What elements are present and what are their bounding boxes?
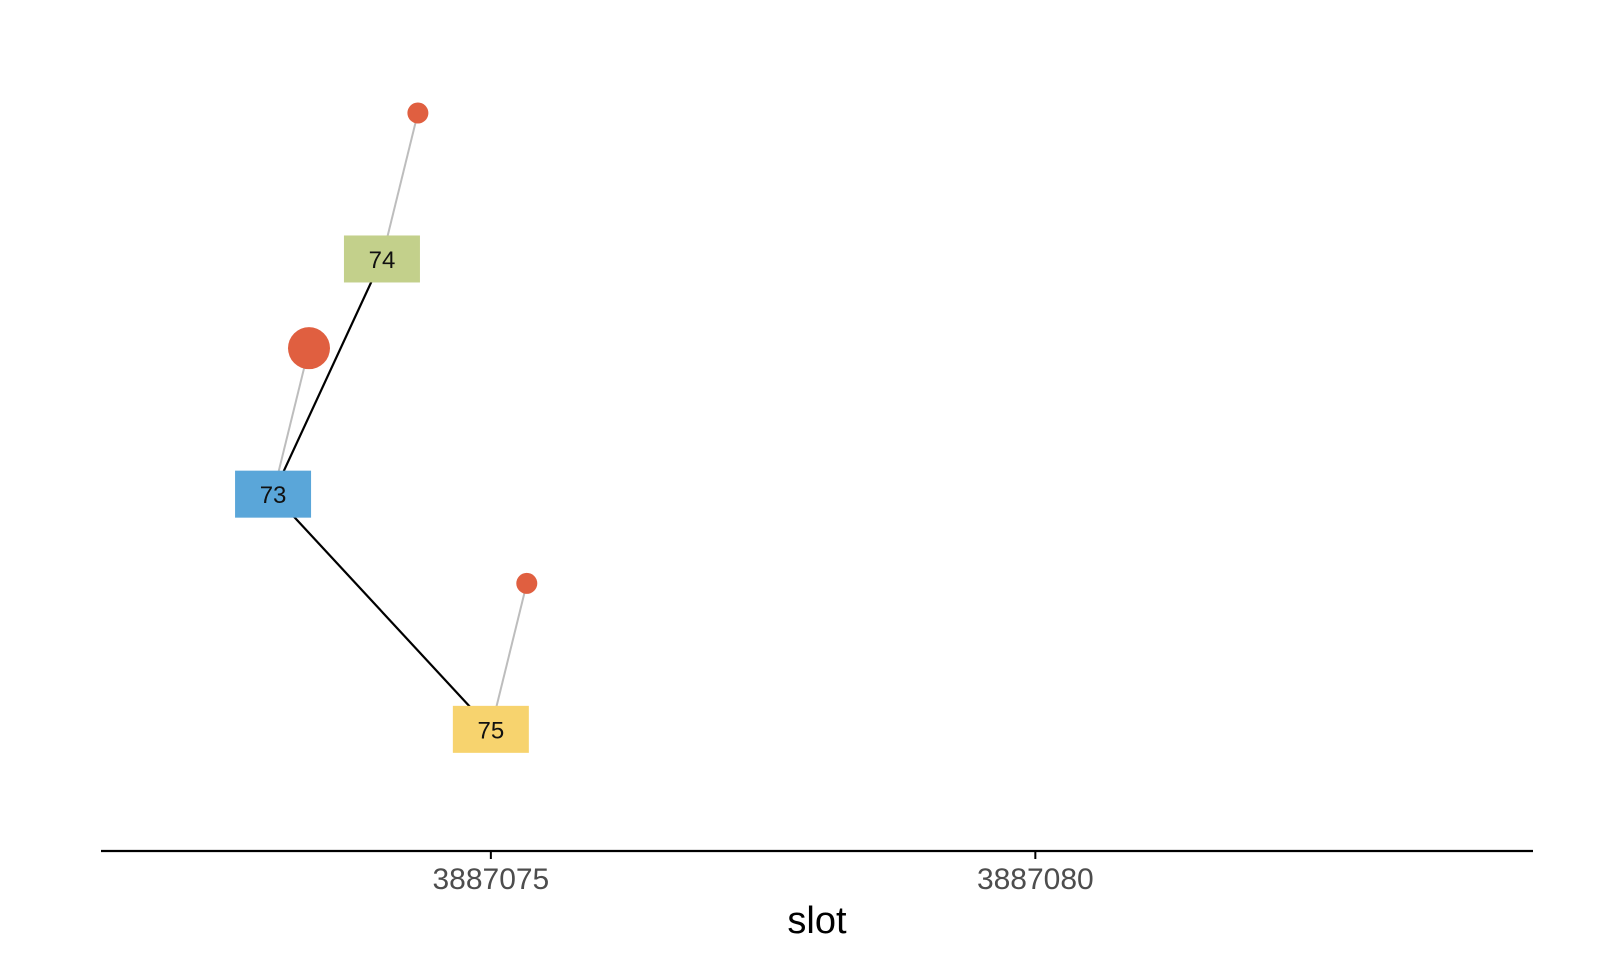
stem-74 <box>380 112 419 260</box>
marker-73 <box>287 327 330 370</box>
node-label-74: 74 <box>369 247 396 274</box>
stem-75 <box>489 583 528 730</box>
edge-73-75 <box>272 493 492 731</box>
node-box-73 <box>235 470 312 518</box>
x-tick-label-1: 3887080 <box>977 863 1094 896</box>
stem-73 <box>272 347 310 495</box>
marker-75 <box>516 572 538 594</box>
node-box-74 <box>343 235 420 283</box>
x-ticks: 3887075 3887080 <box>432 851 1094 896</box>
plot-area: 73 74 75 <box>235 102 538 753</box>
marker-74 <box>407 102 429 124</box>
x-tick-label-0: 3887075 <box>432 863 549 896</box>
edge-73-74 <box>272 258 383 495</box>
node-label-73: 73 <box>260 482 287 509</box>
node-label-75: 75 <box>478 717 505 744</box>
node-box-75 <box>452 705 529 753</box>
x-axis-title: slot <box>787 900 847 942</box>
